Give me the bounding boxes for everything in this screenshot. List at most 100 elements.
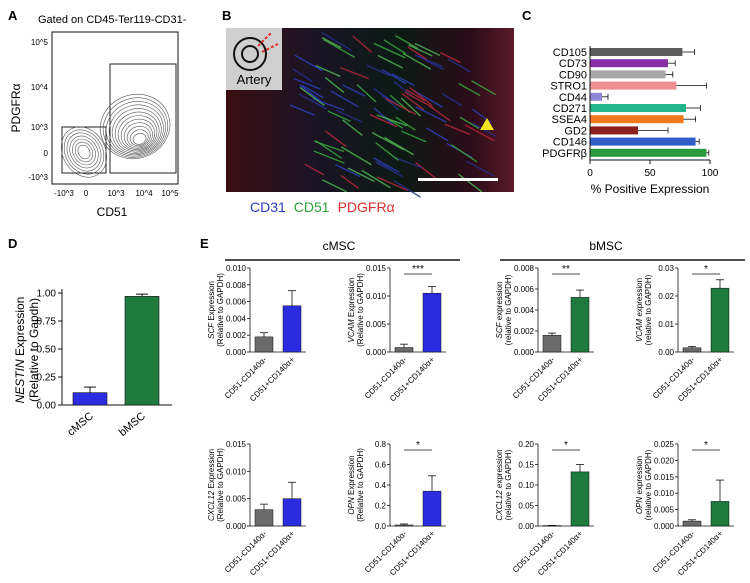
e-ytick-label: 0.010 [226, 264, 247, 273]
fiber-stroke [414, 54, 443, 68]
d-ytick-label: 0.75 [37, 317, 57, 328]
e-ytick-label: 0.005 [226, 495, 247, 504]
fiber-stroke [415, 106, 447, 123]
e-ytick-label: 0.005 [366, 320, 387, 329]
e-ylabel-rest: Expression [347, 455, 356, 497]
fiber-stroke [341, 146, 372, 166]
panel-label-e: E [200, 236, 209, 251]
contour-line [102, 97, 169, 158]
e-ytick-label: 0.020 [654, 456, 675, 465]
c-bar [590, 48, 683, 56]
fiber-stroke [371, 131, 404, 151]
artery-marker-line [261, 43, 279, 53]
d-ytick-label: 0.00 [37, 401, 57, 412]
fiber-stroke [324, 77, 345, 93]
d-ylabel-gene: NESTIN [13, 359, 27, 403]
e-ytick-label: 0.02 [658, 292, 674, 301]
flow-ytick: 10^3 [31, 123, 49, 132]
fiber-stroke [321, 31, 352, 52]
e-ytick-label: 0.008 [514, 264, 535, 273]
fiber-stroke [400, 97, 422, 117]
fiber-stroke [428, 105, 451, 122]
gate-negative [61, 126, 107, 174]
flow-ytick: -10^3 [28, 173, 48, 182]
e-ytick-label: 0.015 [226, 440, 247, 449]
panel-label-b: B [222, 8, 231, 23]
fiber-stroke [393, 179, 421, 198]
e-sig-label: ** [562, 264, 570, 275]
fiber-stroke [335, 109, 363, 123]
fiber-stroke [376, 176, 408, 192]
fiber-stroke [385, 97, 417, 115]
c-category-label: CD44 [559, 92, 587, 104]
contour-line [114, 111, 160, 153]
flow-xtick: 10^3 [107, 189, 125, 198]
fiber-stroke [347, 167, 375, 182]
fiber-stroke [323, 38, 355, 58]
micrograph: Artery CD31 CD51 PDGFRα [226, 28, 514, 215]
fiber-stroke [299, 84, 323, 104]
e-ylabel-2: (Relative to GAPDH) [216, 448, 225, 522]
c-category-label: SSEA4 [552, 114, 587, 126]
e-bar [422, 292, 442, 353]
c-category-label: CD146 [553, 137, 587, 149]
c-bar [590, 148, 707, 157]
fiber-stroke [340, 174, 360, 189]
e-ytick-label: 0.000 [226, 522, 247, 531]
c-category-label: CD73 [559, 58, 587, 70]
c-category-label: STRO1 [550, 81, 587, 93]
fiber-stroke [381, 68, 407, 85]
d-category-label: cMSC [65, 410, 96, 438]
e-ylabel: OPN Expression [347, 455, 356, 514]
e-ytick-label: 0.4 [375, 481, 387, 490]
e-ytick-label: 0.004 [226, 314, 247, 323]
fiber-stroke [408, 44, 433, 57]
fiber-stroke [375, 142, 399, 161]
e-ylabel: SCF expression [495, 282, 504, 339]
c-bar [590, 59, 668, 68]
e-ytick-label: 0.010 [226, 467, 247, 476]
fiber-stroke [471, 80, 496, 96]
d-plot: 0.00 0.25 0.50 0.75 1.00 cMSC bMSC [37, 289, 172, 439]
d-bar [124, 296, 160, 406]
e-ylabel-rest: expression [635, 456, 644, 497]
fiber-stroke [376, 162, 404, 178]
fiber-stroke [304, 163, 325, 176]
e-ytick-label: 0.000 [226, 348, 247, 357]
c-bar [590, 126, 638, 135]
e-ytick-label: 0.01 [658, 320, 674, 329]
d-ylabel-2: (Relative to Gapdh) [27, 298, 41, 402]
e-sig-label: * [564, 440, 568, 451]
fiber-stroke [342, 119, 363, 137]
e-ytick-label: 0.015 [654, 473, 675, 482]
e-ylabel: VCAM expression [635, 278, 644, 342]
e-plot: 0.00 0.01 0.02 0.03 VCAM expression (relative… [635, 264, 734, 403]
fiber-stroke [294, 54, 323, 72]
c-category-label: CD90 [559, 69, 587, 81]
c-bar [590, 81, 677, 90]
e-ylabel-rest: Expression [207, 449, 216, 491]
fiber-stroke [352, 35, 373, 53]
fiber-stroke [356, 83, 377, 103]
c-xtick-label: 50 [644, 168, 656, 179]
fiber-stroke [366, 64, 391, 77]
fiber-stroke [405, 89, 426, 102]
artery-outer-ring [233, 37, 267, 71]
artery-inner-ring [241, 45, 259, 63]
c-category-label: CD271 [553, 103, 587, 115]
fiber-stroke [380, 93, 400, 111]
e-bar [254, 336, 274, 353]
e-plot: 0.000 0.005 0.010 0.015 0.020 0.025 OPN expres… [635, 440, 734, 577]
e-bar [542, 334, 562, 353]
fiber-stroke [384, 136, 414, 156]
group-label-bmsc: bMSC [589, 239, 623, 253]
artery-marker-line [257, 31, 273, 47]
fibers [289, 31, 496, 198]
e-ylabel-2: (Relative to GAPDH) [216, 273, 225, 347]
e-ytick-label: 0.006 [514, 285, 535, 294]
e-bar [422, 490, 442, 527]
e-ytick-label: 0.20 [518, 440, 534, 449]
flow-plot: Gated on CD45-Ter119-CD31- PDGFRα CD51 1… [9, 14, 187, 219]
e-ylabel: VCAM Expression [347, 278, 356, 343]
e-plot: 0.0 0.2 0.4 0.6 0.8 OPN Expression (Relative t… [347, 440, 446, 577]
